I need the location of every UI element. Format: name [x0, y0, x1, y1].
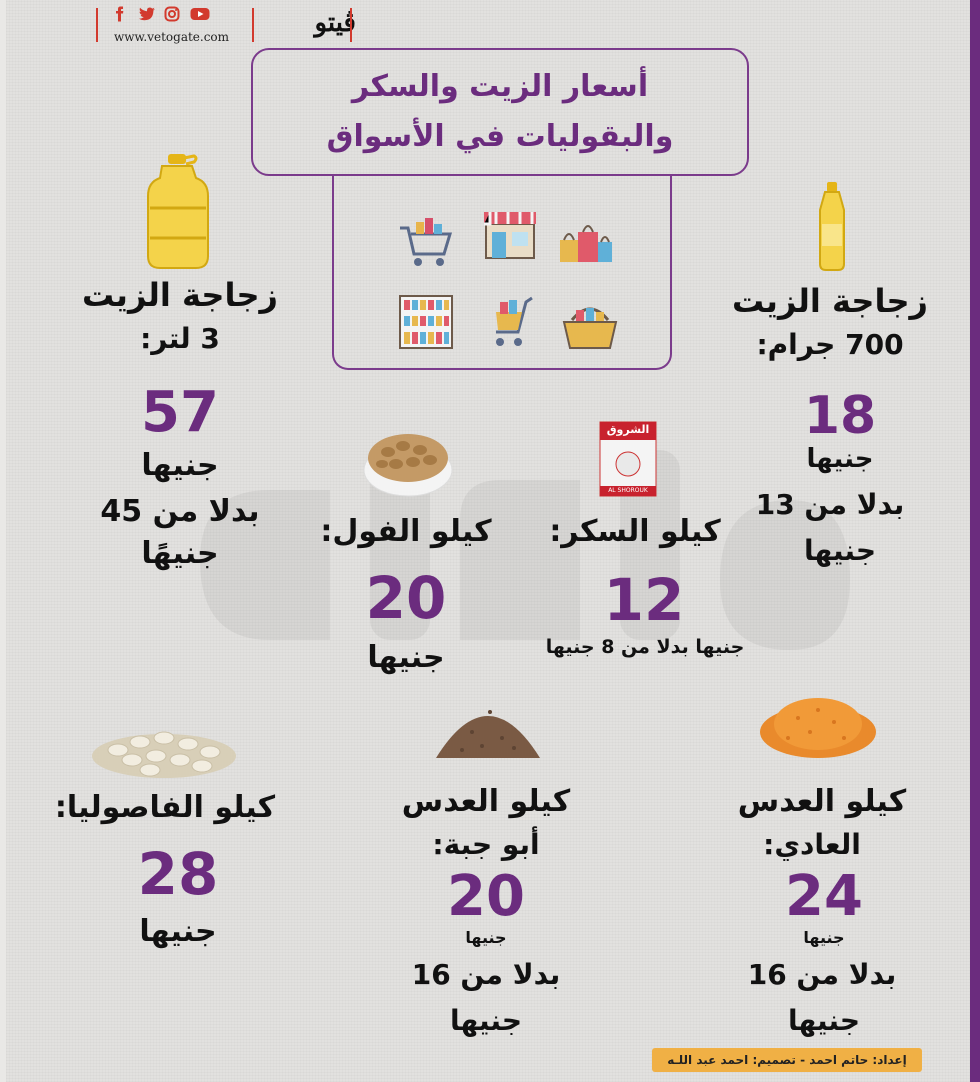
- title-line-2: والبقوليات في الأسواق: [326, 119, 674, 154]
- brown-lentils-price: 20: [447, 864, 525, 929]
- red-lentils-label-1: كيلو العدس: [737, 784, 907, 819]
- title-line-1: أسعار الزيت والسكر: [351, 69, 649, 104]
- sugar-label: كيلو السكر:: [549, 514, 721, 549]
- shopping-basket-icon: [560, 298, 620, 358]
- oil-700g-price: 18: [803, 386, 877, 446]
- red-lentils-label-2: العادي:: [763, 828, 861, 861]
- youtube-icon[interactable]: [190, 6, 210, 22]
- brown-lentils-image: [432, 682, 544, 764]
- shopping-bags-icon: [556, 218, 616, 278]
- white-beans-image: [88, 716, 240, 784]
- store-icon: [480, 204, 540, 264]
- sugar-package-sub: AL SHOROUK: [608, 487, 648, 494]
- fava-beans-price: 20: [365, 564, 447, 632]
- oil-700g-was-1: بدلا من 13: [755, 488, 905, 521]
- brown-lentils-was-1: بدلا من 16: [411, 958, 561, 991]
- grocery-shelves-icon: [396, 292, 456, 352]
- header-divider-middle: [252, 8, 254, 42]
- oil-700g-label-2: 700 جرام:: [756, 328, 904, 361]
- white-beans-unit: جنيها: [139, 914, 217, 949]
- fava-beans-bowl-image: [358, 420, 458, 500]
- credit-bar: إعداد: حاتم احمد - تصميم: احمد عبد اللـه: [652, 1048, 922, 1072]
- oil-bottle-3l-image: [146, 152, 210, 270]
- oil-3l-unit: جنيها: [141, 448, 219, 483]
- shopping-trolley-icon: [482, 292, 542, 352]
- brand: ڤيتو www.vetogate.com: [96, 6, 356, 46]
- oil-700g-unit: جنيها: [806, 444, 874, 474]
- left-frame: [0, 0, 6, 1082]
- white-beans-price: 28: [137, 840, 219, 908]
- site-url[interactable]: www.vetogate.com: [114, 30, 230, 44]
- brown-lentils-label-1: كيلو العدس: [401, 784, 571, 819]
- shopping-icons-box: [332, 174, 672, 370]
- red-lentils-was-2: جنيها: [787, 1004, 861, 1037]
- red-lentils-price: 24: [785, 864, 863, 929]
- social-icons: [112, 6, 210, 22]
- brown-lentils-unit: جنيها: [465, 928, 507, 947]
- oil-3l-label-2: 3 لتر:: [140, 322, 220, 355]
- fava-beans-label: كيلو الفول:: [320, 514, 492, 549]
- oil-3l-price: 57: [141, 380, 219, 445]
- oil-3l-was-1: بدلا من 45: [100, 494, 260, 529]
- oil-700g-was-2: جنيها: [803, 534, 877, 567]
- title-box: أسعار الزيت والسكر والبقوليات في الأسواق: [251, 48, 749, 176]
- right-frame: [970, 0, 980, 1082]
- sugar-price: 12: [603, 566, 685, 634]
- oil-3l-label-1: زجاجة الزيت: [82, 276, 278, 314]
- shopping-cart-icon: [396, 214, 456, 274]
- red-lentils-was-1: بدلا من 16: [747, 958, 897, 991]
- oil-700g-label-1: زجاجة الزيت: [732, 282, 928, 320]
- oil-bottle-700g-image: [814, 180, 850, 272]
- red-lentils-unit: جنيها: [803, 928, 845, 947]
- twitter-icon[interactable]: [138, 6, 158, 22]
- oil-3l-was-2: جنيهًا: [141, 536, 219, 571]
- sugar-package-image: الشروق AL SHOROUK: [598, 418, 658, 498]
- instagram-icon[interactable]: [164, 6, 184, 22]
- sugar-package-brand: الشروق: [606, 423, 650, 436]
- header-divider-right: [350, 8, 352, 42]
- brown-lentils-label-2: أبو جبة:: [432, 828, 540, 861]
- brown-lentils-was-2: جنيها: [449, 1004, 523, 1037]
- sugar-note: جنيها بدلا من 8 جنيها: [545, 636, 745, 658]
- fava-beans-unit: جنيها: [367, 640, 445, 675]
- white-beans-label: كيلو الفاصوليا:: [54, 790, 276, 825]
- site-logo[interactable]: ڤيتو: [314, 8, 356, 38]
- red-lentils-image: [758, 688, 878, 760]
- header-divider-left: [96, 8, 98, 42]
- facebook-icon[interactable]: [112, 6, 132, 22]
